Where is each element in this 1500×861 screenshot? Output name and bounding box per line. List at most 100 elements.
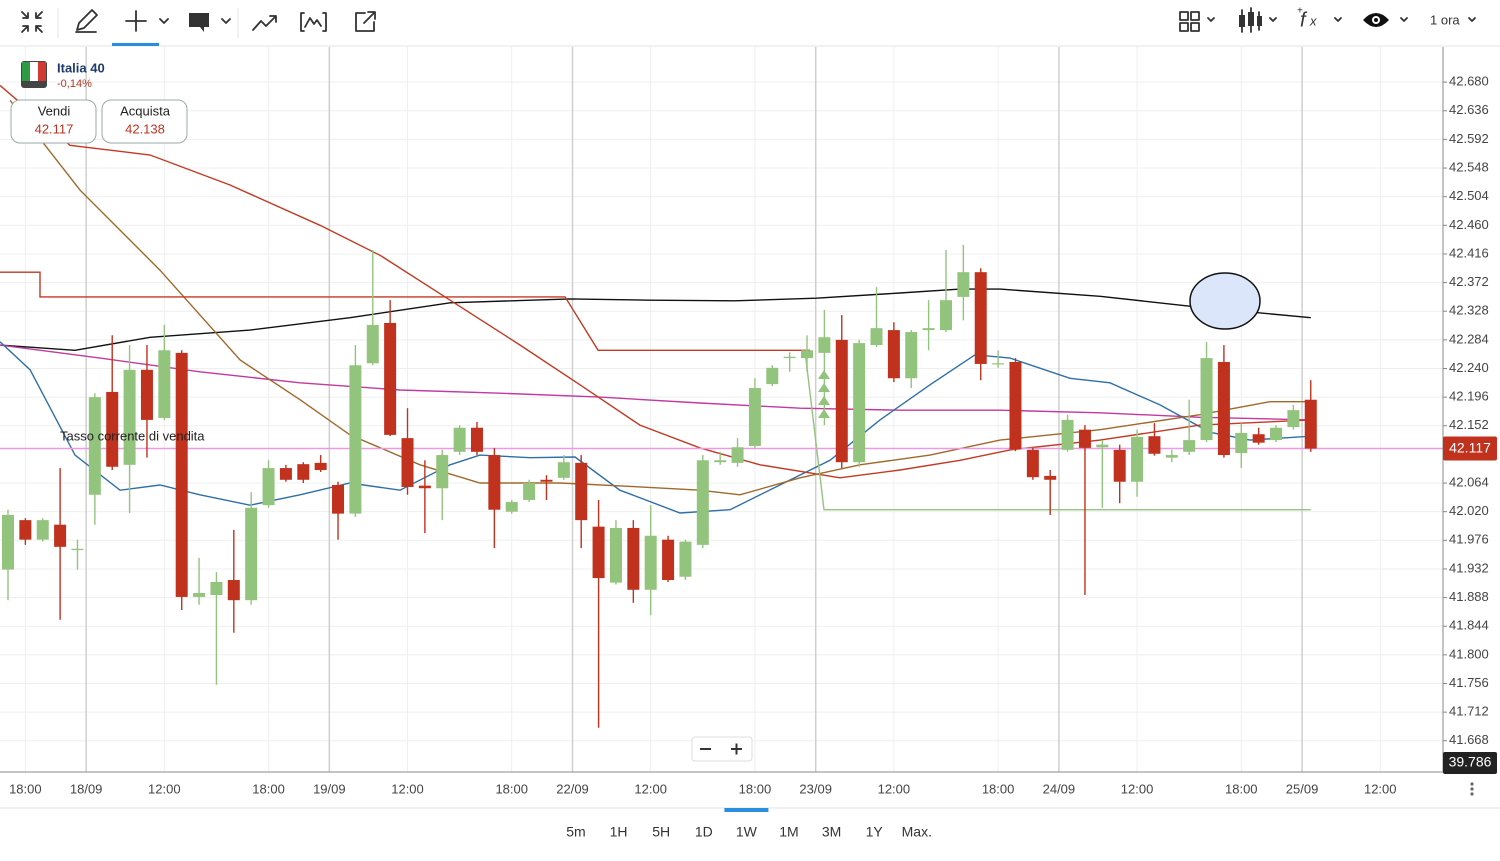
x-tick-label: 25/09: [1286, 781, 1319, 796]
candle-body: [1217, 361, 1230, 456]
x-tick-label: 18/09: [70, 781, 103, 796]
y-tick-label: 42.196: [1449, 389, 1489, 404]
candle-body: [1165, 455, 1178, 458]
comment-button[interactable]: [189, 13, 231, 32]
candle-body: [175, 352, 188, 597]
buy-label[interactable]: Acquista: [120, 103, 171, 118]
y-tick-label: 41.800: [1449, 646, 1489, 661]
overlay: Tasso corrente di vendita: [60, 272, 1261, 443]
candle-body: [870, 328, 883, 346]
candle-body: [1131, 436, 1144, 482]
zoom-box: [691, 736, 753, 762]
x-tick-label: 12:00: [878, 781, 911, 796]
candle-body: [227, 580, 240, 601]
current-price-box: [1443, 436, 1497, 461]
timeframe-option[interactable]: Max.: [902, 824, 932, 840]
candle-body: [974, 272, 987, 364]
sell-box[interactable]: [10, 99, 97, 144]
visibility-button[interactable]: [1363, 13, 1408, 27]
candle-body: [783, 356, 796, 359]
timeframe-option[interactable]: 5H: [652, 824, 670, 840]
candle-body: [575, 462, 588, 521]
candle-body: [939, 300, 952, 331]
timeframe-option[interactable]: 1M: [779, 824, 798, 840]
y-tick-label: 41.844: [1449, 618, 1489, 633]
candle-body: [1183, 440, 1196, 452]
candle-body: [905, 332, 918, 379]
candle-body: [19, 520, 32, 540]
candle-body: [644, 535, 657, 590]
sell-button[interactable]: Vendi 42.117: [10, 99, 97, 144]
x-tick-label: 18:00: [252, 781, 285, 796]
candle-body: [418, 485, 431, 489]
indicator-line: [0, 288, 1311, 352]
candle-body: [1148, 436, 1161, 454]
trend-button[interactable]: [252, 15, 277, 31]
candle-body: [158, 350, 171, 418]
x-tick-label: 18:00: [9, 781, 42, 796]
indicator-line: [0, 344, 1311, 421]
timeframe-option[interactable]: 3M: [822, 824, 841, 840]
y-tick-label: 41.932: [1449, 560, 1489, 575]
timeframe-option[interactable]: 5m: [566, 824, 585, 840]
candle-body: [853, 343, 866, 463]
indicator-line: [0, 84, 1311, 479]
x-tick-label: 22/09: [556, 781, 589, 796]
candle-body: [957, 272, 970, 297]
buy-price[interactable]: 42.138: [125, 121, 165, 136]
candle-body: [592, 526, 605, 579]
timeframe-selected: [724, 808, 769, 812]
indicator-line: [804, 350, 1311, 511]
current-price-label: 42.117: [1449, 439, 1491, 455]
candle-body: [193, 593, 206, 597]
chart-type-button[interactable]: [1239, 7, 1277, 33]
candle-body: [349, 365, 362, 514]
x-tick-label: 12:00: [634, 781, 667, 796]
collapse-button[interactable]: [21, 11, 43, 33]
timeframe-option[interactable]: 1D: [695, 824, 713, 840]
interval-selector[interactable]: 1 ora: [1430, 12, 1460, 27]
candle-body: [1270, 427, 1283, 441]
sell-price[interactable]: 42.117: [35, 121, 74, 136]
candle-body: [1, 514, 14, 570]
candle-body: [1026, 449, 1039, 478]
candle-body: [1113, 449, 1126, 482]
candle-body: [540, 479, 553, 482]
x-tick-label: 12:00: [1364, 781, 1397, 796]
y-tick-label: 42.504: [1449, 188, 1489, 203]
share-button[interactable]: [355, 11, 376, 32]
interval-caret[interactable]: [1468, 17, 1476, 22]
candle-body: [1304, 399, 1317, 449]
candle-body: [696, 460, 709, 545]
candle-body: [766, 367, 779, 385]
candle-body: [748, 388, 761, 446]
indicators: [0, 84, 1443, 514]
buy-button[interactable]: Acquista 42.138: [101, 99, 188, 144]
svg-text:x: x: [1309, 13, 1317, 28]
timeframe-option[interactable]: 1W: [736, 824, 758, 840]
zoom-in[interactable]: [731, 743, 742, 755]
crosshair-button[interactable]: [125, 10, 169, 32]
y-tick-label: 41.756: [1449, 675, 1489, 690]
x-tick-label: 18:00: [982, 781, 1015, 796]
candle-body: [1287, 410, 1300, 428]
pencil-button[interactable]: [75, 9, 98, 33]
sell-label[interactable]: Vendi: [38, 103, 71, 118]
buy-box[interactable]: [101, 99, 188, 144]
timeframe-option[interactable]: 1H: [610, 824, 628, 840]
candle-body: [1252, 434, 1265, 443]
x-tick-label: 18:00: [1225, 781, 1258, 796]
timeframe-option[interactable]: 1Y: [866, 824, 884, 840]
layout-button[interactable]: [1179, 11, 1215, 32]
svg-text:+: +: [1297, 6, 1303, 17]
functions-button[interactable]: f x +: [1297, 6, 1342, 32]
indicator-button[interactable]: [300, 12, 327, 32]
y-tick-label: 41.712: [1449, 704, 1489, 719]
candle-body: [140, 369, 153, 420]
more-menu[interactable]: [1470, 782, 1474, 796]
svg-text:f: f: [1300, 9, 1308, 31]
x-tick-label: 24/09: [1043, 781, 1076, 796]
candle-body: [505, 501, 518, 512]
